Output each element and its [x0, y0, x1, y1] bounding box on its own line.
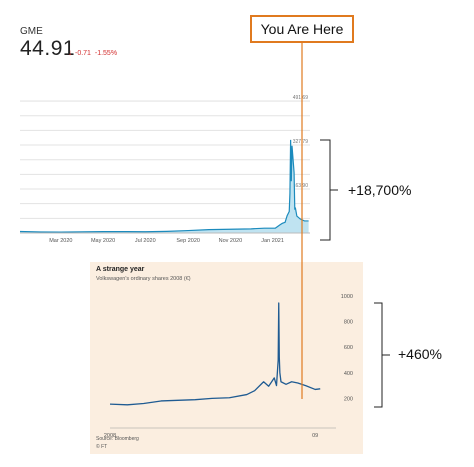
price-change: ↓ -0.71 -1.55%	[68, 48, 117, 57]
gme-x-tick-label: Jan 2021	[261, 238, 284, 244]
gme-y-tick-label: 491.69	[293, 95, 309, 101]
vw-price-chart: 1000 800 600 400 200 2008 09	[104, 294, 353, 439]
vw-y-tick-label: 400	[344, 371, 353, 377]
stock-price: 44.91	[20, 37, 76, 60]
vw-y-tick-label: 800	[344, 320, 353, 326]
gme-x-tick-label: Nov 2020	[219, 238, 243, 244]
change-value: -0.71	[75, 50, 91, 57]
gme-y-tick-label: 327.79	[293, 139, 309, 145]
you-are-here-label: You Are Here	[250, 15, 354, 43]
gme-x-tick-label: Mar 2020	[49, 238, 72, 244]
vw-y-tick-label: 600	[344, 345, 353, 351]
vw-x-tick-label: 2008	[104, 433, 116, 439]
vw-price-line	[109, 302, 321, 406]
gme-y-tick-label: 163.90	[293, 183, 309, 189]
vw-y-tick-label: 200	[344, 396, 353, 402]
vw-y-tick-label: 1000	[341, 294, 353, 300]
vw-chart-title: A strange year	[96, 266, 145, 273]
gme-x-tick-label: Jul 2020	[135, 238, 156, 244]
vw-chart-subtitle: Volkswagen's ordinary shares 2008 (€)	[96, 276, 191, 282]
gme-gain-label: +18,700%	[348, 182, 412, 198]
change-percent: -1.55%	[94, 50, 118, 57]
gme-x-tick-label: Sep 2020	[176, 238, 200, 244]
gme-price-line	[19, 139, 309, 233]
ticker-symbol: GME	[20, 26, 43, 37]
vw-gain-label: +460%	[398, 346, 442, 362]
vw-x-tick-label: 09	[312, 433, 318, 439]
vw-source: Source: Bloomberg	[96, 436, 139, 442]
down-arrow-icon: ↓	[68, 48, 72, 57]
gme-x-tick-label: May 2020	[91, 238, 115, 244]
vw-gain-bracket	[374, 302, 390, 408]
vw-credit: © FT	[96, 444, 108, 450]
gme-area-fill	[20, 139, 309, 233]
gme-chart-panel: GME 44.91 ↓ -0.71 -1.55% 491.69 327.79 163.…	[19, 26, 310, 244]
vw-chart-panel: A strange year Volkswagen's ordinary sha…	[90, 262, 363, 454]
